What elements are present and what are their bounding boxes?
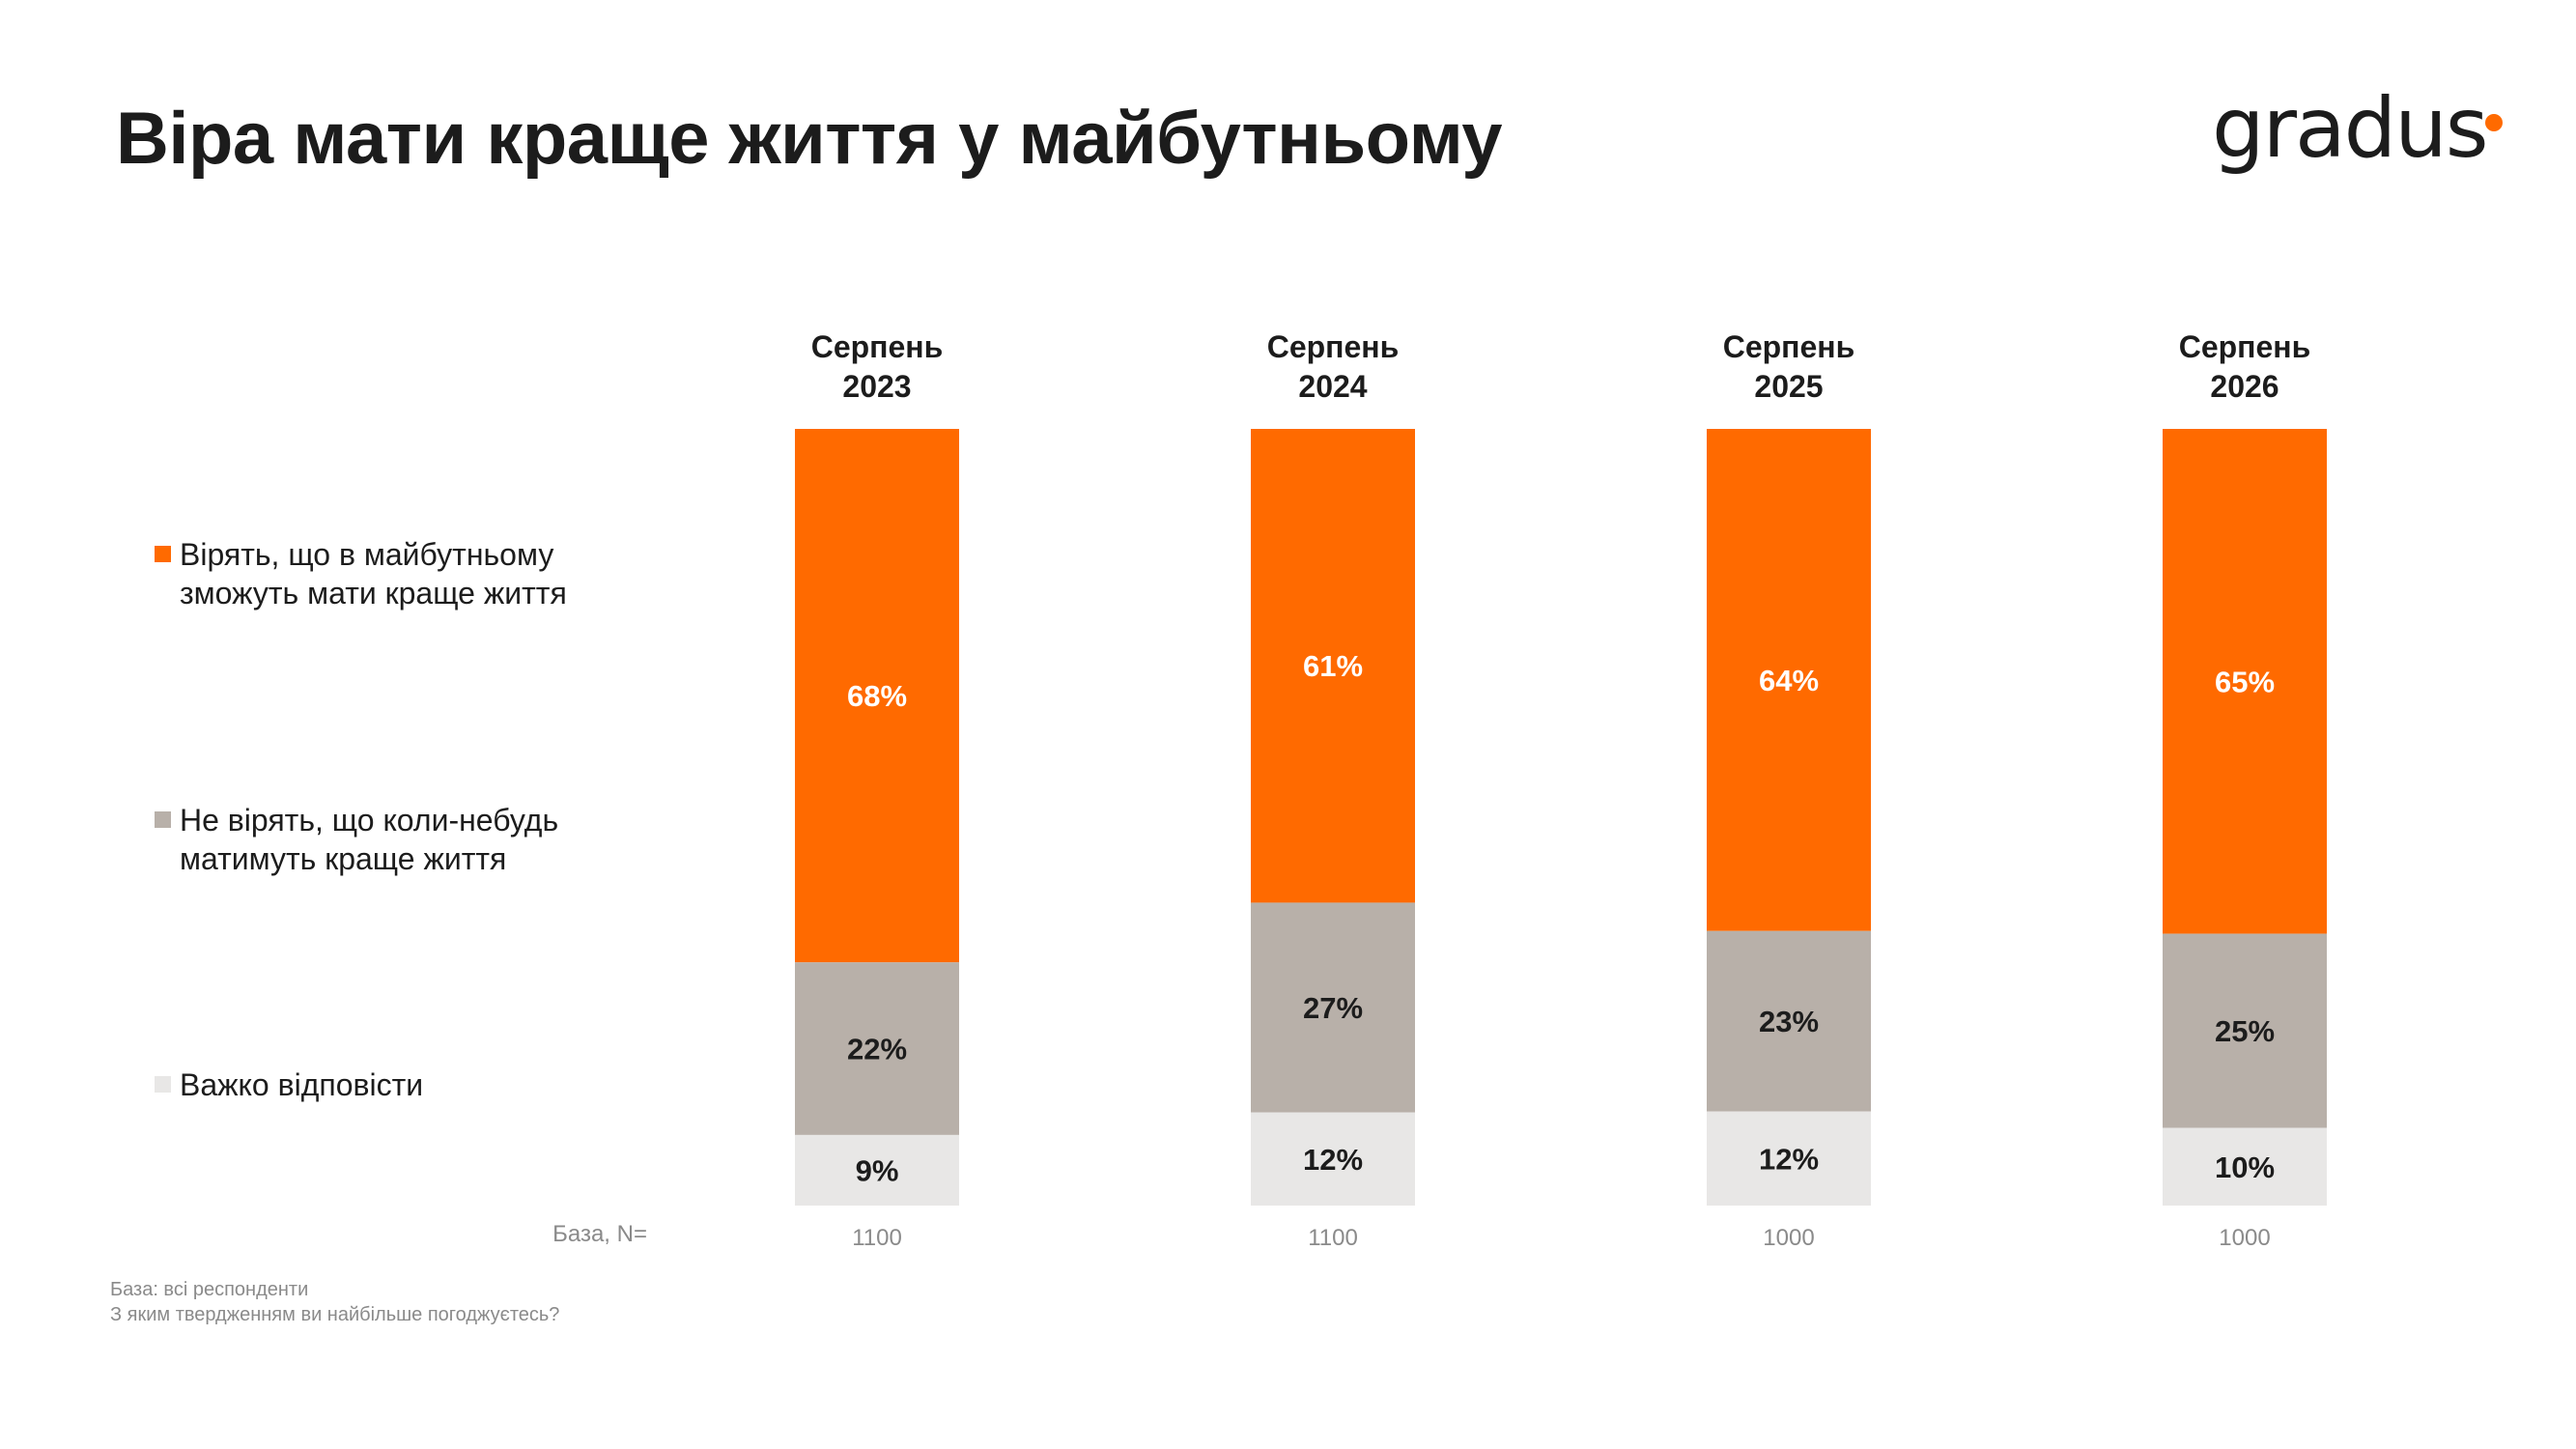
bar-segment <box>795 1134 959 1206</box>
base-n-value: 1100 <box>1308 1225 1358 1251</box>
bar-value-label: 64% <box>1759 664 1819 697</box>
bar-segment <box>2163 429 2327 934</box>
legend-label: Не вірять, що коли-небудь матимуть краще… <box>180 803 559 876</box>
category-label: Серпень <box>1723 329 1855 364</box>
bar-segment <box>1707 1111 1871 1206</box>
category-label: Серпень <box>811 329 944 364</box>
base-n-value: 1000 <box>1763 1225 1814 1251</box>
footnote-base: База: всі респонденти <box>110 1279 309 1300</box>
bar-value-label: 68% <box>847 679 907 713</box>
base-n-label: База, N= <box>552 1221 647 1247</box>
bar-value-label: 27% <box>1303 991 1363 1025</box>
bar-segment <box>2163 933 2327 1128</box>
bar-segment <box>2163 1127 2327 1206</box>
category-label: 2026 <box>2210 369 2279 404</box>
bar-value-label: 22% <box>847 1033 907 1066</box>
legend-label: Важко відповісти <box>180 1067 424 1102</box>
bar-segment <box>1251 1112 1415 1206</box>
category-label: 2023 <box>842 369 911 404</box>
logo-text: gradus <box>2212 80 2489 177</box>
bar-value-label: 10% <box>2215 1151 2275 1184</box>
bar-segment <box>795 429 959 963</box>
category-label: 2025 <box>1754 369 1823 404</box>
base-n-value: 1100 <box>852 1225 902 1251</box>
footnote-question: З яким твердженням ви найбільше погоджує… <box>110 1304 560 1325</box>
legend-swatch-light-icon <box>155 1076 171 1093</box>
category-label: Серпень <box>1267 329 1400 364</box>
bar-value-label: 23% <box>1759 1005 1819 1038</box>
bar-value-label: 25% <box>2215 1014 2275 1048</box>
legend-label: Вірять, що в майбутньому зможуть мати кр… <box>180 537 567 611</box>
legend-swatch-gray-icon <box>155 811 171 828</box>
bar-segment <box>1707 930 1871 1112</box>
category-label: 2024 <box>1298 369 1367 404</box>
bar-value-label: 61% <box>1303 649 1363 683</box>
logo-dot-icon <box>2485 114 2503 131</box>
legend-swatch-orange-icon <box>155 546 171 562</box>
category-label: Серпень <box>2179 329 2311 364</box>
bar-value-label: 12% <box>1303 1143 1363 1177</box>
bar-value-label: 12% <box>1759 1142 1819 1176</box>
gradus-logo: gradus <box>2212 87 2521 213</box>
bar-segment <box>1251 429 1415 903</box>
bar-segment <box>1707 429 1871 931</box>
bar-value-label: 9% <box>856 1153 899 1187</box>
bar-segment <box>1251 902 1415 1113</box>
bar-value-label: 65% <box>2215 665 2275 698</box>
bar-segment <box>795 962 959 1135</box>
page-title: Віра мати краще життя у майбутньому <box>116 98 1503 180</box>
base-n-value: 1000 <box>2219 1225 2270 1251</box>
